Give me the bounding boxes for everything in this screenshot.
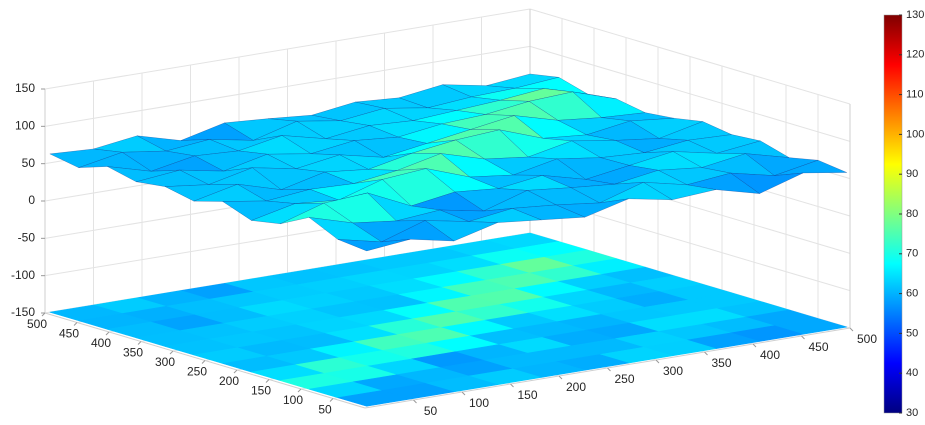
- surface-cell: [367, 192, 441, 222]
- y-tick-label: 150: [251, 384, 271, 398]
- y-tick: [329, 398, 334, 402]
- y-tick: [137, 341, 142, 345]
- surface-cell: [644, 139, 717, 154]
- surface-cell: [353, 168, 427, 184]
- surface-cell: [280, 202, 353, 225]
- x-tick-label: 50: [424, 404, 438, 418]
- surface-cell: [221, 200, 296, 221]
- surface-cell: [455, 129, 529, 160]
- x-tick-label: 200: [566, 380, 586, 394]
- y-tick-label: 350: [123, 346, 143, 360]
- colorbar-tick-label: 60: [906, 288, 918, 300]
- surface-cell: [121, 150, 195, 172]
- x-tick: [510, 383, 514, 388]
- surface-cell: [93, 135, 167, 153]
- x-tick: [607, 367, 611, 372]
- x-tick: [413, 399, 417, 404]
- surface-cell: [164, 183, 238, 202]
- colorbar-tick-label: 80: [906, 208, 918, 220]
- x-tick-label: 500: [857, 332, 877, 346]
- z-tick-label: -100: [11, 268, 35, 282]
- surface-cell: [267, 153, 340, 170]
- x-tick-label: 150: [517, 388, 537, 402]
- y-tick: [105, 331, 110, 336]
- surface-cell: [151, 155, 224, 172]
- surface-cell: [107, 166, 180, 183]
- surface-cell: [543, 88, 617, 100]
- y-tick: [265, 379, 270, 383]
- y-tick-label: 250: [187, 365, 207, 379]
- y-tick-label: 50: [318, 403, 332, 417]
- x-tick-label: 300: [663, 364, 683, 378]
- x-tick-label: 250: [614, 372, 634, 386]
- colorbar-tick-label: 50: [906, 327, 918, 339]
- colorbar-tick-label: 130: [906, 9, 924, 21]
- y-tick-label: 100: [283, 393, 303, 407]
- y-tick-label: 300: [155, 355, 175, 369]
- colorbar-tick-label: 110: [906, 89, 924, 101]
- grid-line: [44, 8, 531, 90]
- surface-cell: [209, 135, 283, 152]
- y-tick-label: 450: [59, 327, 79, 341]
- x-tick-label: 100: [469, 396, 489, 410]
- surface-cell: [556, 198, 629, 218]
- surface-cell: [295, 154, 370, 173]
- x-tick: [752, 343, 757, 348]
- x-tick-label: 450: [808, 340, 828, 354]
- colorbar-tick-label: 30: [906, 407, 918, 419]
- x-tick-label: 400: [760, 348, 780, 362]
- colorbar-tick-label: 120: [906, 49, 924, 61]
- surface-cell: [136, 169, 210, 187]
- y-tick: [297, 388, 302, 393]
- y-tick: [73, 322, 78, 326]
- surface-cell: [353, 136, 428, 158]
- colorbar-tick-label: 100: [906, 128, 924, 140]
- z-tick-label: 50: [22, 156, 36, 170]
- colorbar-tick-label: 40: [906, 367, 918, 379]
- z-tick-label: -50: [18, 231, 36, 245]
- x-tick: [849, 327, 854, 332]
- y-tick: [169, 350, 174, 355]
- x-tick: [801, 335, 805, 340]
- surface-cell: [411, 191, 485, 212]
- colorbar: 30 40 50 60 70 80 90 100 110 120 130: [883, 9, 924, 419]
- floor-map-cell: [337, 390, 411, 407]
- y-tick-label: 500: [27, 317, 47, 331]
- y-tick: [233, 369, 238, 374]
- y-tick: [201, 360, 206, 364]
- colorbar-tick-label: 90: [906, 168, 918, 180]
- z-tick-label: 100: [15, 119, 35, 133]
- surface-cell: [369, 120, 442, 138]
- z-tick-label: -150: [11, 305, 35, 319]
- x-tick-label: 350: [711, 356, 731, 370]
- grid-line: [44, 45, 531, 127]
- y-tick-label: 200: [219, 374, 239, 388]
- surface-cell: [498, 175, 572, 191]
- z-tick-label: 150: [15, 81, 35, 95]
- grid-line: [529, 45, 851, 142]
- x-tick: [558, 375, 563, 380]
- y-tick-label: 400: [91, 336, 111, 350]
- surface-cell: [308, 217, 383, 243]
- x-tick: [461, 391, 466, 396]
- z-tick-label: 0: [28, 193, 35, 207]
- surface-cell: [48, 148, 123, 168]
- surface-cell: [208, 167, 283, 191]
- surface-cell: [424, 220, 498, 242]
- surface-cell: [323, 192, 397, 224]
- surface-cell: [337, 239, 411, 252]
- x-tick: [655, 359, 660, 364]
- colorbar-tick-label: 70: [906, 248, 918, 260]
- x-tick: [704, 351, 708, 356]
- grid-line: [529, 8, 851, 105]
